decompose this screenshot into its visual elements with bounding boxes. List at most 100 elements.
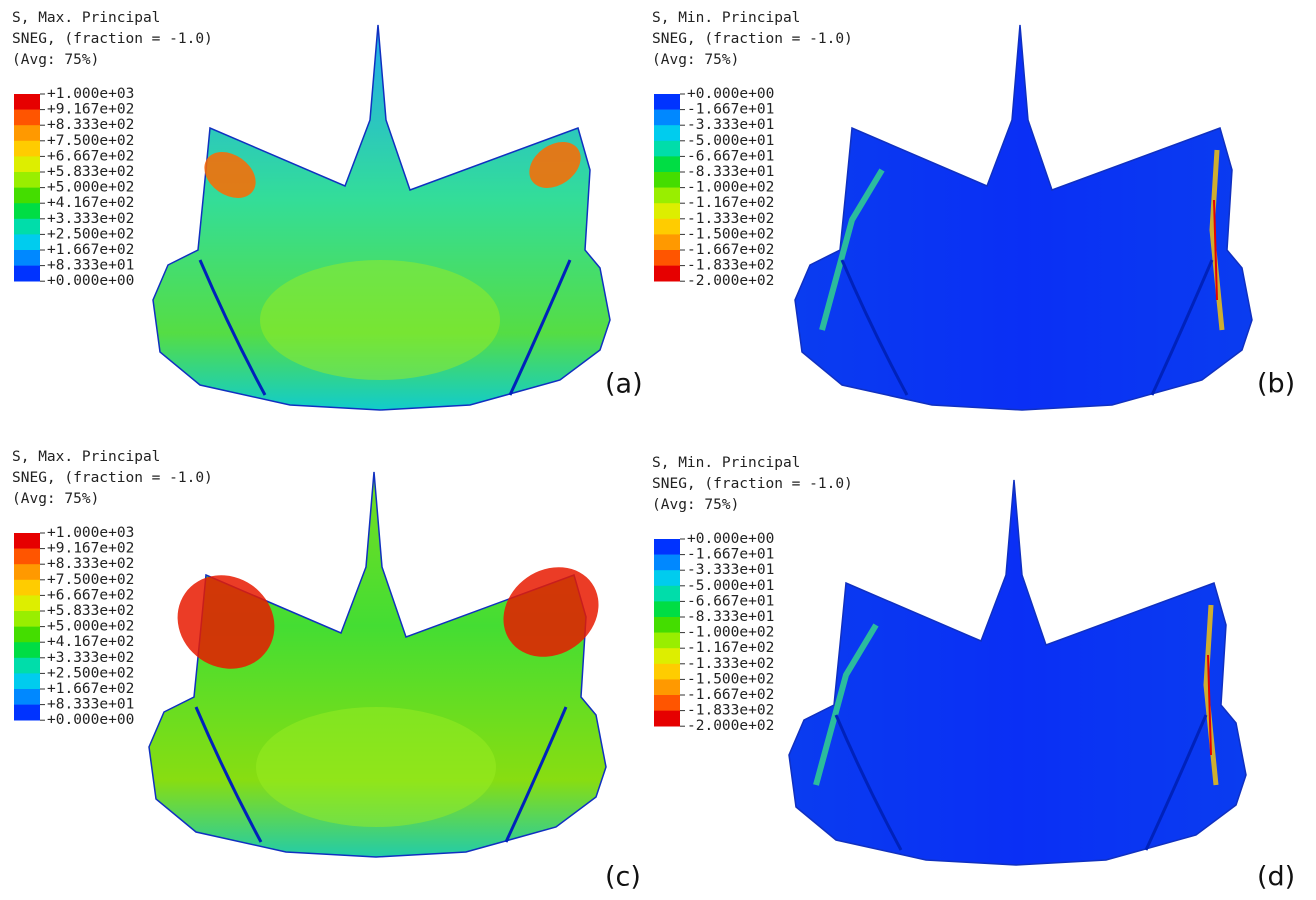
legend-label: +6.667e+02 (47, 148, 134, 164)
contour-plot (152, 24, 611, 411)
legend-label: -2.000e+02 (687, 718, 774, 734)
legend-title: SNEG, (fraction = -1.0) (12, 31, 213, 47)
legend-label: +4.167e+02 (47, 195, 134, 211)
color-band (654, 570, 680, 587)
stress-hotspot (177, 575, 275, 669)
color-band (654, 554, 680, 571)
legend-label: +1.000e+03 (47, 525, 134, 541)
color-band (654, 710, 680, 727)
legend-label: +0.000e+00 (687, 531, 774, 547)
color-band (654, 234, 680, 251)
color-band (654, 187, 680, 204)
contour-plot (788, 479, 1247, 866)
legend-label: +6.667e+02 (47, 587, 134, 603)
legend-label: -1.000e+02 (687, 180, 774, 196)
stress-hotspot (503, 567, 599, 657)
legend-label: +8.333e+02 (47, 556, 134, 572)
legend-label: +1.667e+02 (47, 242, 134, 258)
panel-label: (b) (1257, 369, 1295, 400)
color-band (14, 533, 40, 549)
legend-label: -6.667e+01 (687, 593, 774, 609)
stress-streak (819, 168, 885, 331)
fold-line (198, 259, 267, 396)
color-band (14, 156, 40, 173)
panel-label: (d) (1257, 862, 1295, 893)
color-band (14, 548, 40, 565)
legend-label: +0.000e+00 (687, 86, 774, 102)
panel-label: (c) (605, 862, 641, 893)
legend-label: +5.000e+02 (47, 619, 134, 635)
color-band (14, 172, 40, 188)
color-band (654, 203, 680, 220)
color-band (654, 585, 680, 602)
color-band (14, 109, 40, 126)
color-band (654, 539, 680, 555)
legend-label: -1.333e+02 (687, 656, 774, 672)
legend-label: -6.667e+01 (687, 148, 774, 164)
legend-label: -5.000e+01 (687, 578, 774, 594)
legend-label: +1.667e+02 (47, 681, 134, 697)
legend-label: +9.167e+02 (47, 541, 134, 557)
stress-streak (1209, 149, 1225, 331)
stress-streak (1207, 654, 1212, 756)
stress-hotspot (529, 142, 581, 188)
color-band (654, 617, 680, 633)
legend-label: +8.333e+02 (47, 117, 134, 133)
color-band (14, 265, 40, 282)
legend-label: -8.333e+01 (687, 164, 774, 180)
color-band (654, 156, 680, 173)
fold-line (840, 259, 909, 396)
legend-label: -1.667e+02 (687, 242, 774, 258)
stress-streak (813, 623, 879, 786)
legend-title: (Avg: 75%) (12, 491, 99, 507)
color-band (14, 579, 40, 596)
stress-streak (1203, 604, 1219, 786)
legend-label: -1.667e+01 (687, 547, 774, 563)
color-band (654, 663, 680, 680)
legend-label: -3.333e+01 (687, 562, 774, 578)
color-band (654, 218, 680, 235)
color-band (14, 642, 40, 659)
legend-title: (Avg: 75%) (652, 52, 739, 68)
color-band (14, 218, 40, 235)
color-band (654, 648, 680, 665)
legend-label: -1.333e+02 (687, 211, 774, 227)
color-band (14, 94, 40, 110)
color-band (654, 172, 680, 188)
legend-label: -1.000e+02 (687, 625, 774, 641)
color-band (14, 187, 40, 204)
legend-label: +9.167e+02 (47, 102, 134, 118)
color-band (14, 250, 40, 266)
color-band (14, 140, 40, 157)
fold-line (504, 706, 568, 843)
fold-line (508, 259, 572, 396)
color-band (654, 125, 680, 142)
color-band (14, 657, 40, 674)
color-band (654, 679, 680, 696)
color-band (654, 601, 680, 618)
color-band (14, 626, 40, 643)
color-band (654, 250, 680, 266)
legend-title: S, Min. Principal (652, 455, 800, 471)
legend-label: +5.833e+02 (47, 164, 134, 180)
legend-title: (Avg: 75%) (12, 52, 99, 68)
legend-label: -1.667e+01 (687, 102, 774, 118)
color-band (654, 94, 680, 110)
legend-title: SNEG, (fraction = -1.0) (652, 31, 853, 47)
stress-hotspot (204, 152, 256, 198)
color-band (14, 704, 40, 721)
legend-label: -1.833e+02 (687, 703, 774, 719)
fold-line (1150, 259, 1214, 396)
legend-label: +8.333e+01 (47, 258, 134, 274)
legend-label: +2.500e+02 (47, 665, 134, 681)
color-band (654, 632, 680, 649)
contour-plot (148, 471, 607, 858)
legend-label: +7.500e+02 (47, 133, 134, 149)
fold-line (1144, 714, 1208, 851)
color-band (654, 109, 680, 126)
stress-streak (1213, 199, 1218, 301)
legend-label: -8.333e+01 (687, 609, 774, 625)
legend-title: S, Max. Principal (12, 449, 160, 465)
color-band (14, 564, 40, 581)
